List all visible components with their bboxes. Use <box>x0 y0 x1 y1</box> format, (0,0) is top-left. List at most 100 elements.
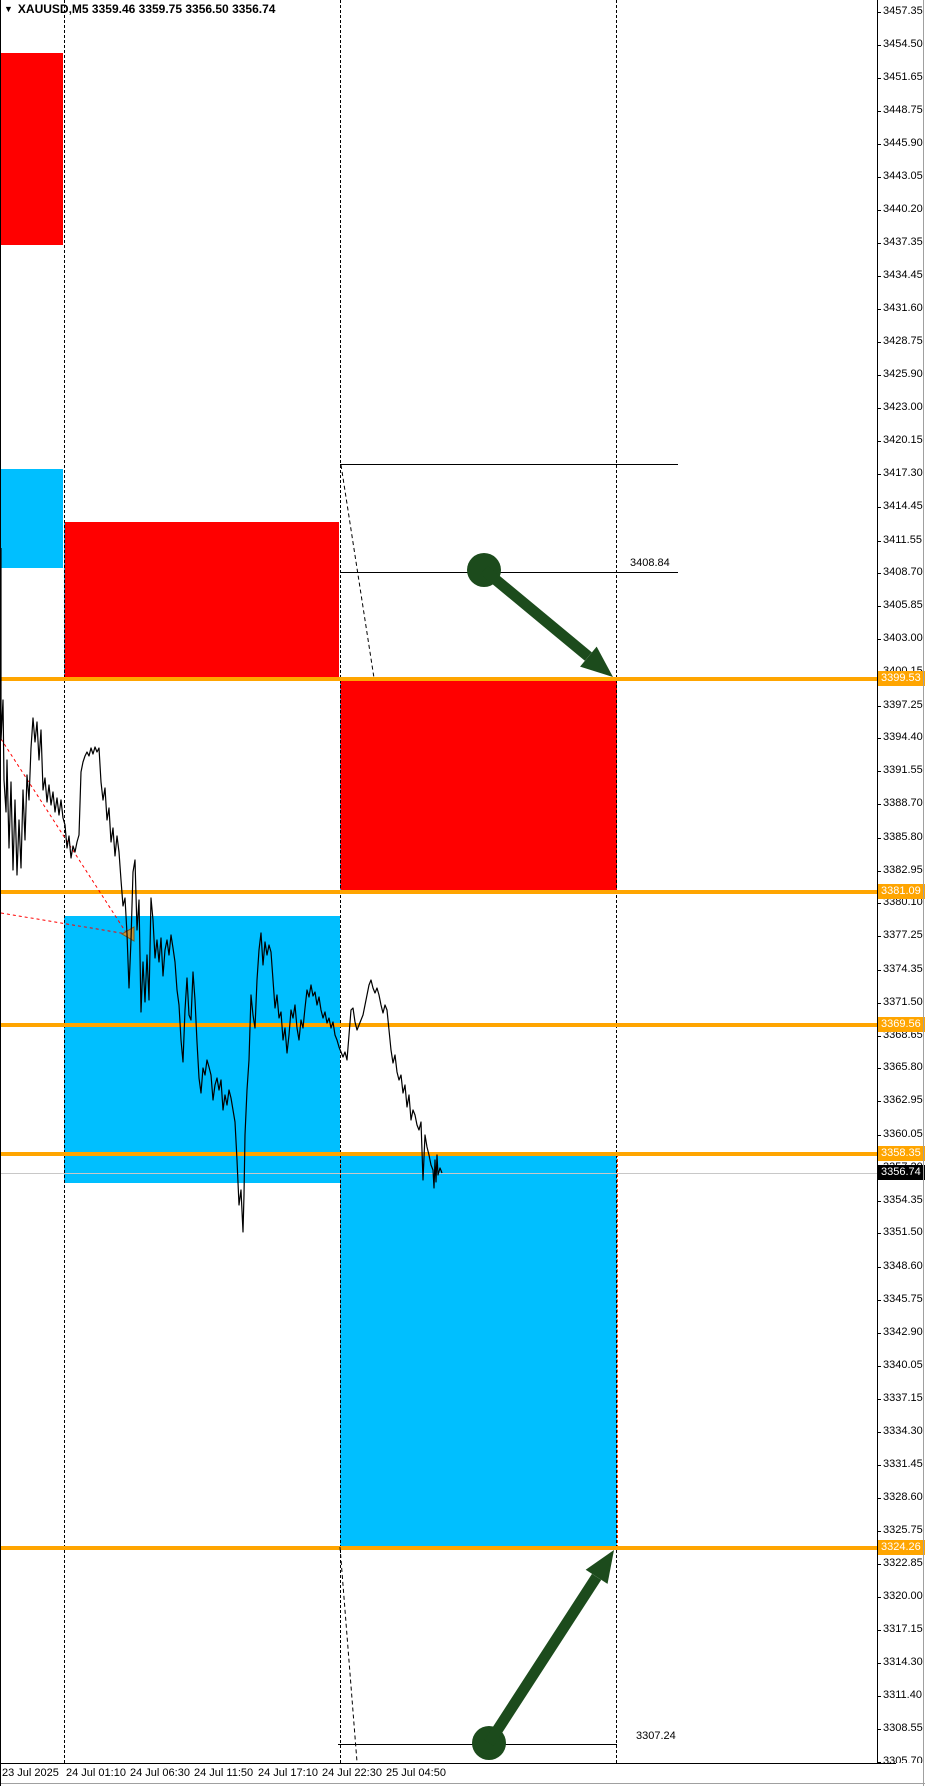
price-tick <box>877 1729 881 1730</box>
black-level-line[interactable] <box>340 572 678 573</box>
price-tick <box>877 375 881 376</box>
price-tick-label: 3414.45 <box>883 500 923 512</box>
price-tick-label: 3445.90 <box>883 137 923 149</box>
price-tick-label: 3394.40 <box>883 731 923 743</box>
price-tick <box>877 639 881 640</box>
price-tick-label: 3331.45 <box>883 1458 923 1470</box>
time-axis-line <box>1 1763 896 1764</box>
price-tick <box>877 1597 881 1598</box>
price-tick <box>877 111 881 112</box>
trend-arrow-head[interactable] <box>580 646 613 677</box>
price-tick <box>877 210 881 211</box>
price-tick-label: 3443.05 <box>883 170 923 182</box>
price-tick <box>877 541 881 542</box>
dashed-trend-line[interactable] <box>340 464 375 679</box>
demand-zone[interactable] <box>340 1154 617 1548</box>
price-tick <box>877 1036 881 1037</box>
dashed-trend-line[interactable] <box>339 1546 358 1763</box>
price-axis[interactable]: 3457.35 3454.50 3451.65 3448.75 3445.90 3443.… <box>877 0 925 1767</box>
supply-zone[interactable] <box>340 679 617 892</box>
price-tick <box>877 1101 881 1102</box>
period-separator <box>340 0 341 1763</box>
price-tick <box>877 177 881 178</box>
price-tick <box>877 1003 881 1004</box>
price-tick-label: 3362.95 <box>883 1094 923 1106</box>
price-tick <box>877 309 881 310</box>
price-tick <box>877 1531 881 1532</box>
price-tick-label: 3337.15 <box>883 1392 923 1404</box>
price-tick <box>877 804 881 805</box>
red-dashed-trend-line[interactable] <box>1 738 128 935</box>
price-tick <box>877 1201 881 1202</box>
price-tick <box>877 342 881 343</box>
price-tick <box>877 1630 881 1631</box>
supply-zone[interactable] <box>1 53 63 245</box>
price-tick <box>877 78 881 79</box>
price-tick <box>877 276 881 277</box>
demand-zone[interactable] <box>64 916 340 1183</box>
level-float-label[interactable]: 3408.84 <box>630 557 670 569</box>
price-tick <box>877 706 881 707</box>
supply-zone[interactable] <box>64 522 339 679</box>
trend-arrow-shaft[interactable] <box>480 565 592 661</box>
price-tick <box>877 738 881 739</box>
price-tick <box>877 1399 881 1400</box>
price-tick-label: 3328.60 <box>883 1491 923 1503</box>
price-tick-label: 3440.20 <box>883 203 923 215</box>
price-tick <box>877 1432 881 1433</box>
price-tick-label: 3351.50 <box>883 1226 923 1238</box>
price-tick <box>877 12 881 13</box>
price-tick-label: 3420.15 <box>883 434 923 446</box>
price-tick-label: 3325.75 <box>883 1524 923 1536</box>
time-tick-label: 24 Jul 11:50 <box>194 1767 254 1779</box>
trend-arrow-head[interactable] <box>585 1550 614 1584</box>
price-tick <box>877 1696 881 1697</box>
level-float-label[interactable]: 3307.24 <box>636 1730 676 1742</box>
price-tick-label: 3454.50 <box>883 38 923 50</box>
price-tick <box>877 507 881 508</box>
price-tick <box>877 838 881 839</box>
price-tick <box>877 1366 881 1367</box>
price-tick-label: 3448.75 <box>883 104 923 116</box>
orange-level-line[interactable] <box>1 1152 877 1156</box>
price-tick <box>877 771 881 772</box>
time-axis[interactable]: 23 Jul 2025 24 Jul 01:10 24 Jul 06:30 24 Ju… <box>1 1763 925 1786</box>
time-tick-label: 24 Jul 01:10 <box>66 1767 126 1779</box>
price-tick-label: 3431.60 <box>883 302 923 314</box>
orange-level-line[interactable] <box>1 1023 877 1027</box>
orange-level-line[interactable] <box>1 677 877 681</box>
price-tick-label: 3308.55 <box>883 1722 923 1734</box>
price-tick <box>877 1663 881 1664</box>
price-tick <box>877 243 881 244</box>
plot-area[interactable]: 3408.84 3307.24 <box>1 0 877 1763</box>
triangle-marker-icon[interactable] <box>121 926 135 942</box>
price-tick-label: 3425.90 <box>883 368 923 380</box>
price-tick-label: 3391.55 <box>883 764 923 776</box>
zone-edge-dash <box>617 1154 618 1548</box>
price-tick-label: 3317.15 <box>883 1623 923 1635</box>
price-tick-label: 3365.80 <box>883 1061 923 1073</box>
price-tick <box>877 903 881 904</box>
level-price-badge: 3381.09 <box>878 884 925 899</box>
level-price-badge: 3324.26 <box>878 1540 925 1555</box>
price-axis-line <box>877 0 878 1763</box>
collapse-arrow-icon[interactable]: ▼ <box>4 4 13 14</box>
orange-level-line[interactable] <box>1 890 877 894</box>
demand-zone[interactable] <box>1 469 63 568</box>
price-tick <box>877 606 881 607</box>
trend-arrow-shaft[interactable] <box>484 1573 602 1746</box>
price-tick <box>877 1465 881 1466</box>
price-tick <box>877 573 881 574</box>
price-tick-label: 3417.30 <box>883 467 923 479</box>
price-tick-label: 3342.90 <box>883 1326 923 1338</box>
orange-level-line[interactable] <box>1 1546 877 1550</box>
red-dashed-trend-line[interactable] <box>1 912 128 935</box>
price-tick <box>877 45 881 46</box>
price-tick <box>877 1564 881 1565</box>
price-tick-label: 3405.85 <box>883 599 923 611</box>
price-tick <box>877 1267 881 1268</box>
symbol-ohlc-text: XAUUSD,M5 3359.46 3359.75 3356.50 3356.7… <box>17 2 276 16</box>
black-level-line[interactable] <box>340 464 678 465</box>
price-tick-label: 3408.70 <box>883 566 923 578</box>
price-tick-label: 3371.50 <box>883 996 923 1008</box>
